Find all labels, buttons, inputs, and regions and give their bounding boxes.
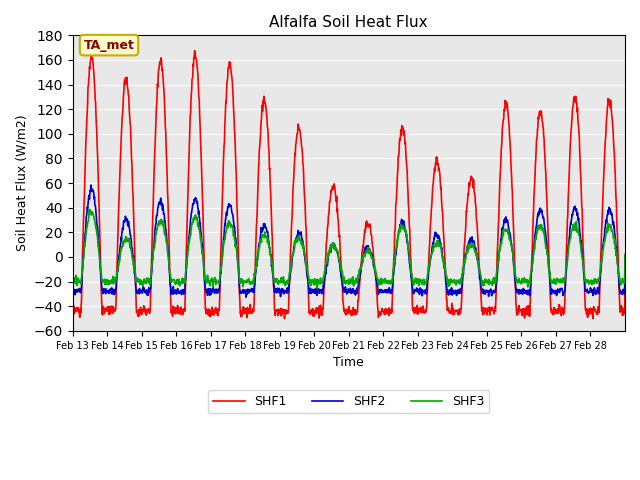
SHF2 <box>68 291 76 297</box>
SHF1 <box>324 213 332 218</box>
SHF3 <box>68 282 76 288</box>
SHF2 <box>324 252 332 258</box>
SHF1 <box>155 67 163 72</box>
Y-axis label: Soil Heat Flux (W/m2): Soil Heat Flux (W/m2) <box>15 115 28 252</box>
SHF2 <box>87 182 95 188</box>
SHF1 <box>561 307 568 313</box>
SHF2 <box>614 272 622 277</box>
SHF3 <box>561 278 568 284</box>
SHF2 <box>480 290 488 296</box>
Line: SHF3: SHF3 <box>72 209 625 288</box>
SHF3 <box>621 252 629 257</box>
SHF2 <box>156 200 163 205</box>
SHF1 <box>480 304 488 310</box>
SHF2 <box>335 258 342 264</box>
SHF1 <box>614 267 622 273</box>
SHF2 <box>242 294 250 300</box>
SHF3 <box>335 256 342 262</box>
SHF3 <box>85 206 93 212</box>
SHF3 <box>314 286 321 291</box>
SHF3 <box>480 281 488 287</box>
SHF2 <box>561 289 568 295</box>
Title: Alfalfa Soil Heat Flux: Alfalfa Soil Heat Flux <box>269 15 428 30</box>
SHF3 <box>324 251 332 257</box>
Legend: SHF1, SHF2, SHF3: SHF1, SHF2, SHF3 <box>209 390 489 413</box>
SHF3 <box>614 270 622 276</box>
SHF1 <box>191 48 198 54</box>
SHF2 <box>621 253 629 259</box>
Line: SHF2: SHF2 <box>72 185 625 297</box>
SHF3 <box>156 218 163 224</box>
SHF1 <box>68 304 76 310</box>
SHF1 <box>621 257 629 263</box>
Line: SHF1: SHF1 <box>72 51 625 319</box>
SHF1 <box>335 229 342 235</box>
X-axis label: Time: Time <box>333 356 364 369</box>
Text: TA_met: TA_met <box>84 38 134 52</box>
SHF1 <box>281 316 289 322</box>
